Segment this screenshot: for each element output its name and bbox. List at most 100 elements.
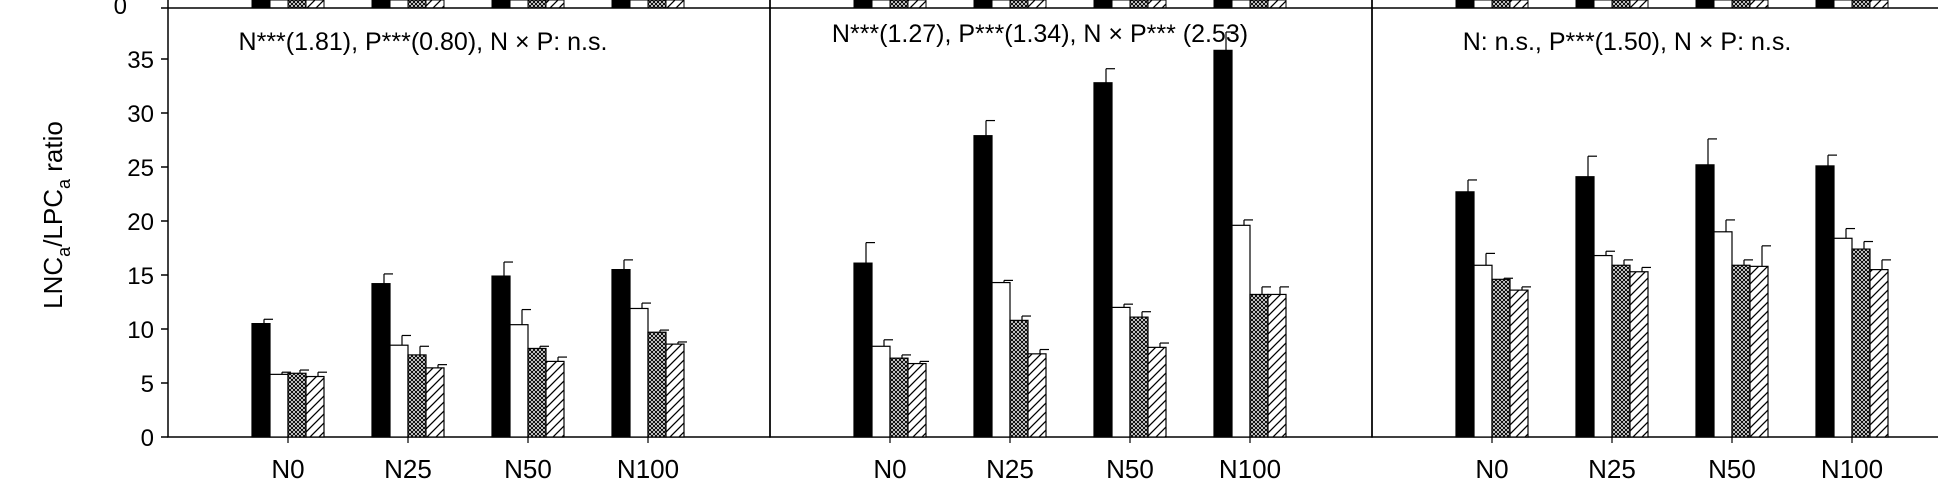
cropped-bar-remnant — [545, 0, 565, 9]
y-tick-label: 20 — [127, 209, 154, 236]
y-tick-label: 0 — [141, 425, 154, 452]
bar-diagonal — [1509, 289, 1529, 438]
cropped-bar-remnant — [647, 0, 667, 9]
bar-white — [389, 344, 409, 438]
y-tick-label: 35 — [127, 47, 154, 74]
bar-diagonal — [665, 343, 685, 438]
cropped-bar-remnant — [425, 0, 445, 9]
cropped-bar-remnant — [1611, 0, 1631, 9]
y-tick-label: 15 — [127, 263, 154, 290]
bar-black — [973, 135, 993, 438]
x-category-label: N0 — [873, 454, 906, 484]
cropped-bar-remnant — [871, 0, 891, 9]
bar-white — [269, 373, 289, 438]
bar-crosshatch — [1851, 248, 1871, 438]
y-axis-title: LNCa/LPCa ratio — [38, 121, 74, 309]
bar-diagonal — [1749, 265, 1769, 438]
bar-white — [1231, 224, 1251, 438]
chart-panel-3: N: n.s., P***(1.50), N × P: n.s. N0 N25 N50… — [1371, 7, 1938, 484]
cropped-bar-remnant — [1455, 0, 1475, 9]
cropped-bar-remnant — [287, 0, 307, 9]
bar-diagonal — [907, 362, 927, 438]
y-axis-title-part: /LPC — [38, 189, 68, 247]
x-category-label: N25 — [1588, 454, 1636, 484]
cropped-bar-remnant — [1231, 0, 1251, 9]
bar-black — [1093, 82, 1113, 438]
bar-white — [629, 307, 649, 438]
bar-white — [1473, 264, 1493, 438]
cropped-bar-remnant — [251, 0, 271, 9]
bar-diagonal — [1267, 293, 1287, 438]
cropped-bar-remnant — [611, 0, 631, 9]
cropped-bar-remnant — [371, 0, 391, 9]
cropped-bar-remnant — [973, 0, 993, 9]
cropped-bar-remnant — [1869, 0, 1889, 9]
bar-diagonal — [545, 360, 565, 438]
bar-crosshatch — [1491, 278, 1511, 438]
cropped-bar-remnant — [1129, 0, 1149, 9]
x-category-label: N100 — [1821, 454, 1883, 484]
cropped-bar-remnant — [389, 0, 409, 9]
bar-diagonal — [1869, 269, 1889, 438]
bar-black — [853, 262, 873, 438]
cropped-bar-remnant — [1593, 0, 1613, 9]
cropped-bar-remnant — [665, 0, 685, 9]
bar-black — [1455, 191, 1475, 438]
bar-black — [1695, 164, 1715, 438]
cropped-bar-remnant — [1213, 0, 1233, 9]
bar-black — [611, 269, 631, 438]
x-category-label: N50 — [504, 454, 552, 484]
cropped-bar-remnant — [1575, 0, 1595, 9]
bar-crosshatch — [1009, 319, 1029, 438]
significance-annotation: N: n.s., P***(1.50), N × P: n.s. — [1463, 28, 1792, 56]
cropped-bar-remnant — [1093, 0, 1113, 9]
x-category-label: N0 — [1475, 454, 1508, 484]
cropped-bar-remnant — [1815, 0, 1835, 9]
significance-annotation: N***(1.81), P***(0.80), N × P: n.s. — [239, 28, 608, 56]
y-axis-title-subscript: a — [54, 178, 74, 189]
bar-diagonal — [1027, 353, 1047, 438]
y-axis-title-part: ratio — [38, 121, 68, 179]
chart-panel-1: N***(1.81), P***(0.80), N × P: n.s. 0 5 10 1… — [127, 7, 771, 484]
bar-white — [1833, 237, 1853, 438]
cropped-bar-remnant — [889, 0, 909, 9]
top-panel-zero-tick-label: 0 — [114, 0, 127, 20]
bar-diagonal — [425, 367, 445, 438]
cropped-bar-remnant — [269, 0, 289, 9]
bar-crosshatch — [1129, 316, 1149, 438]
x-category-label: N50 — [1106, 454, 1154, 484]
top-panel-remnant — [161, 0, 1889, 9]
x-category-label: N25 — [986, 454, 1034, 484]
cropped-bar-remnant — [1249, 0, 1269, 9]
cropped-bar-remnant — [1629, 0, 1649, 9]
bar-crosshatch — [287, 372, 307, 438]
cropped-bar-remnant — [1473, 0, 1493, 9]
bar-crosshatch — [1731, 264, 1751, 438]
bar-black — [1815, 165, 1835, 438]
bar-crosshatch — [527, 347, 547, 438]
bar-black — [1213, 49, 1233, 438]
y-tick-label: 30 — [127, 101, 154, 128]
y-tick-label: 10 — [127, 317, 154, 344]
bar-diagonal — [305, 375, 325, 438]
bar-white — [1593, 254, 1613, 438]
bar-black — [491, 275, 511, 438]
bar-black — [1575, 176, 1595, 438]
x-category-label: N100 — [1219, 454, 1281, 484]
cropped-bar-remnant — [1731, 0, 1751, 9]
bar-white — [1713, 231, 1733, 438]
x-category-label: N100 — [617, 454, 679, 484]
cropped-bar-remnant — [509, 0, 529, 9]
cropped-bar-remnant — [1147, 0, 1167, 9]
bar-black — [251, 323, 271, 438]
cropped-bar-remnant — [1695, 0, 1715, 9]
x-category-label: N0 — [271, 454, 304, 484]
y-axis-title-part: LNC — [38, 257, 68, 309]
cropped-bar-remnant — [907, 0, 927, 9]
cropped-bar-remnant — [1833, 0, 1853, 9]
bar-black — [371, 283, 391, 438]
y-axis-title-subscript: a — [54, 246, 74, 257]
bar-diagonal — [1629, 271, 1649, 438]
bar-crosshatch — [647, 331, 667, 438]
